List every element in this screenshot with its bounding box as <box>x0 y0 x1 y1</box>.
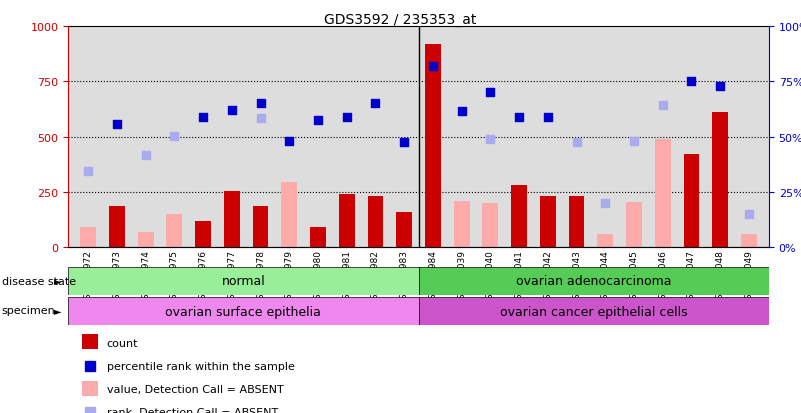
Bar <box>511 186 527 248</box>
Point <box>82 168 95 175</box>
Bar <box>683 155 699 248</box>
Bar <box>252 207 268 248</box>
Bar <box>138 233 154 248</box>
Bar <box>68 267 418 295</box>
Bar <box>598 235 613 248</box>
Bar <box>654 140 670 248</box>
Text: value, Detection Call = ABSENT: value, Detection Call = ABSENT <box>107 384 284 394</box>
Bar <box>712 113 728 248</box>
Text: ovarian cancer epithelial cells: ovarian cancer epithelial cells <box>500 305 687 318</box>
Text: count: count <box>107 338 138 348</box>
Point <box>139 153 152 159</box>
Text: ►: ► <box>54 306 62 316</box>
Bar <box>68 297 418 325</box>
Bar <box>425 45 441 248</box>
Point <box>426 63 439 70</box>
Point <box>340 114 353 121</box>
Bar <box>569 197 585 248</box>
Point <box>225 107 238 114</box>
Point <box>627 138 640 145</box>
Point <box>513 114 525 121</box>
Point <box>197 114 210 121</box>
Point <box>656 102 669 109</box>
Text: percentile rank within the sample: percentile rank within the sample <box>107 361 295 371</box>
Text: GDS3592 / 235353_at: GDS3592 / 235353_at <box>324 13 477 27</box>
Text: ovarian surface epithelia: ovarian surface epithelia <box>165 305 321 318</box>
Text: normal: normal <box>221 275 265 288</box>
Bar <box>540 197 556 248</box>
Point <box>685 79 698 85</box>
Bar <box>453 202 469 248</box>
Point <box>484 136 497 143</box>
Point <box>714 83 727 90</box>
Bar <box>109 207 125 248</box>
Bar <box>281 183 297 248</box>
Bar <box>418 267 769 295</box>
Bar <box>83 381 98 396</box>
Bar <box>167 215 183 248</box>
Bar <box>80 228 96 248</box>
Bar <box>339 195 355 248</box>
Point <box>599 200 612 207</box>
Point <box>369 101 382 107</box>
Bar <box>83 335 98 349</box>
Bar <box>626 202 642 248</box>
Point <box>111 122 123 128</box>
Point <box>398 140 411 146</box>
Bar <box>368 197 384 248</box>
Point <box>484 90 497 96</box>
Point <box>283 138 296 145</box>
Bar <box>418 297 769 325</box>
Text: rank, Detection Call = ABSENT: rank, Detection Call = ABSENT <box>107 407 278 413</box>
Point <box>312 117 324 124</box>
Text: ►: ► <box>54 276 62 286</box>
Point <box>743 211 755 218</box>
Bar <box>482 204 498 248</box>
Text: specimen: specimen <box>2 306 55 316</box>
Bar <box>224 192 239 248</box>
Bar <box>741 235 757 248</box>
Bar <box>195 221 211 248</box>
Point <box>570 140 583 146</box>
Text: disease state: disease state <box>2 276 76 286</box>
Bar <box>396 212 412 248</box>
Text: ovarian adenocarcinoma: ovarian adenocarcinoma <box>516 275 671 288</box>
Point <box>254 115 267 122</box>
Point <box>455 109 468 115</box>
Bar <box>310 228 326 248</box>
Point <box>541 114 554 121</box>
Point <box>254 101 267 107</box>
Point <box>168 133 181 140</box>
